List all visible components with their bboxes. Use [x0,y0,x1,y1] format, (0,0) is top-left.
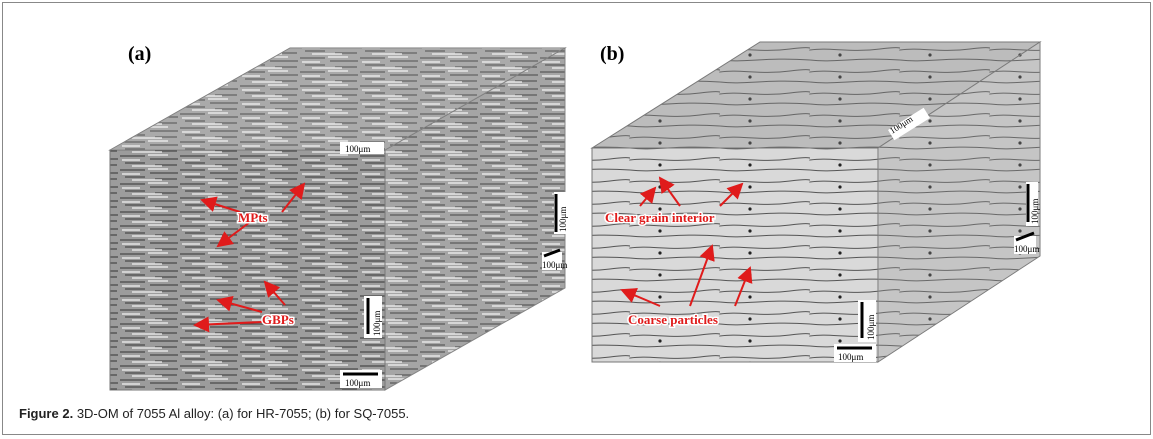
scale-bar-label: 100μm [1030,199,1040,224]
panel-label: (a) [128,43,151,65]
caption-label: Figure 2. [19,406,73,421]
caption-text: 3D-OM of 7055 Al alloy: (a) for HR-7055;… [77,406,409,421]
scale-bar-label: 100μm [866,315,876,340]
figure: (a) (b) MPts GBPs Clear grain interior C… [0,0,1153,439]
scale-bar-label: 100μm [542,260,567,270]
panel-label: (b) [600,43,624,65]
scale-bar-label: 100μm [838,352,863,362]
caption: Figure 2. 3D-OM of 7055 Al alloy: (a) fo… [19,406,409,421]
scale-bar-label: 100μm [558,207,568,232]
cube-a [110,48,565,390]
scale-bar-label: 100μm [372,311,382,336]
annotation: Clear grain interior [605,210,715,225]
annotation: MPts [238,210,268,225]
scale-bar-label: 100μm [1014,244,1039,254]
annotation: Coarse particles [628,312,718,327]
scale-bar-label: 100μm [345,144,370,154]
scale-bar-label: 100μm [345,378,370,388]
annotation: GBPs [262,312,294,327]
